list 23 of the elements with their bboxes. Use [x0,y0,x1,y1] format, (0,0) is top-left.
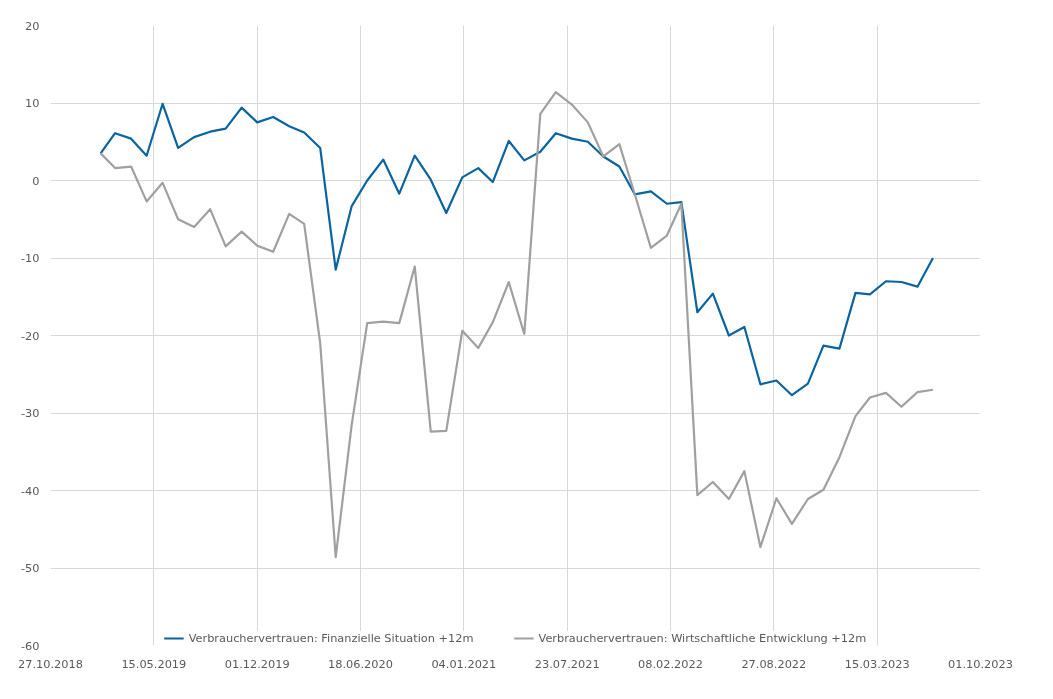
line-series [99,102,935,397]
y-tick-label: -10 [21,251,40,265]
x-tick-label: 27.10.2018 [18,656,83,671]
x-tick-label: 27.08.2022 [741,656,807,671]
x-tick-label: 23.07.2021 [534,656,600,671]
x-tick-label: 08.02.2022 [638,656,703,671]
legend-label: Verbrauchervertrauen: Wirtschaftliche Entwicklung +12m [538,631,867,645]
x-tick-label: 04.01.2021 [431,656,497,671]
x-tick-label: 01.12.2019 [224,656,290,671]
x-tick-label: 18.06.2020 [328,656,393,671]
line-series [99,91,935,559]
y-tick-label: -30 [21,406,40,420]
y-tick-label: -50 [21,561,40,575]
x-tick-label: 15.03.2023 [844,656,910,671]
y-tick-label: 10 [25,96,40,110]
y-tick-label: 20 [25,18,40,33]
legend-label: Verbrauchervertrauen: Finanzielle Situation +12m [188,631,474,645]
y-tick-label: -60 [21,638,40,653]
y-tick-label: 0 [32,173,40,188]
y-tick-label: -40 [21,483,40,498]
x-tick-label: 15.05.2019 [121,656,187,671]
y-tick-label: -20 [21,328,40,343]
x-tick-label: 01.10.2023 [948,656,1013,671]
